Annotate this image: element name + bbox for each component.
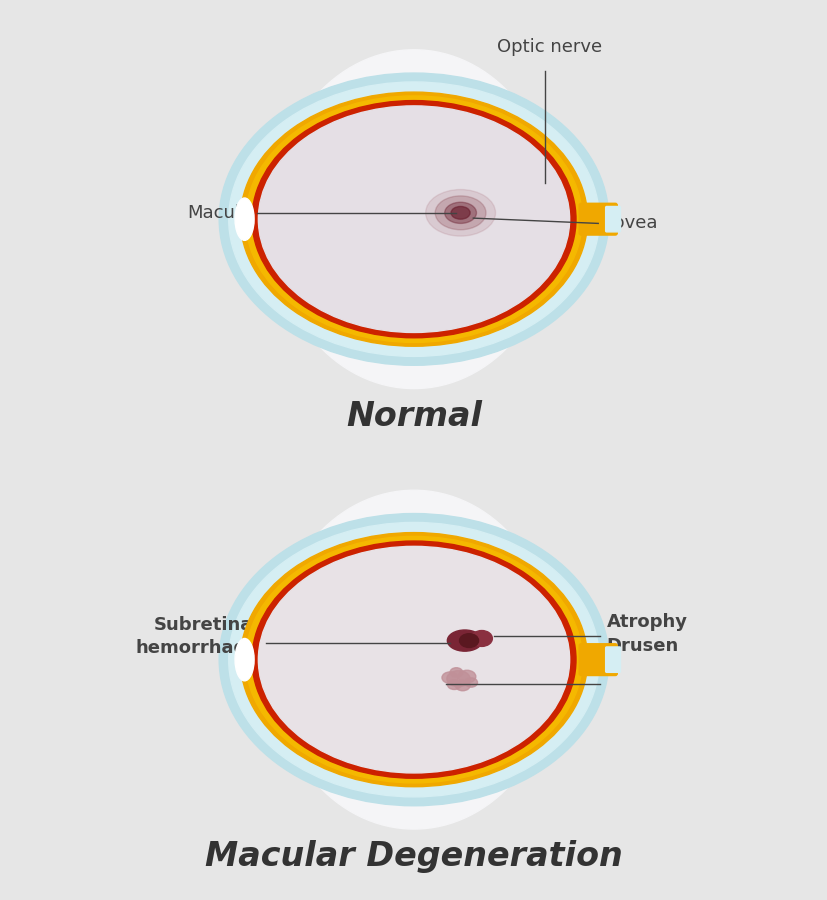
Ellipse shape [442,672,457,683]
Ellipse shape [246,96,581,342]
Ellipse shape [459,634,478,647]
Text: Optic nerve: Optic nerve [496,38,601,56]
Ellipse shape [270,50,557,389]
Ellipse shape [251,541,576,778]
Text: Macula: Macula [187,203,251,221]
Ellipse shape [447,630,481,652]
Ellipse shape [270,491,557,829]
Text: Subretinal
hemorrhage: Subretinal hemorrhage [136,616,259,657]
Ellipse shape [240,92,587,346]
Ellipse shape [435,196,485,230]
Ellipse shape [228,522,599,796]
Ellipse shape [235,198,254,240]
Ellipse shape [447,680,461,689]
Ellipse shape [449,668,462,677]
Ellipse shape [464,678,477,688]
Ellipse shape [258,546,569,773]
FancyBboxPatch shape [605,206,619,232]
Ellipse shape [219,514,608,806]
Text: Macular Degeneration: Macular Degeneration [205,840,622,873]
Text: Normal: Normal [346,400,481,433]
Ellipse shape [246,536,581,783]
Ellipse shape [251,101,576,338]
Ellipse shape [228,82,599,356]
Ellipse shape [457,670,476,683]
Text: Atrophy
Drusen: Atrophy Drusen [606,614,687,655]
Ellipse shape [258,106,569,332]
FancyBboxPatch shape [605,647,619,672]
Ellipse shape [425,190,495,236]
FancyBboxPatch shape [578,203,617,235]
Ellipse shape [444,202,476,223]
Ellipse shape [451,206,470,220]
FancyBboxPatch shape [578,644,617,676]
Ellipse shape [471,631,492,646]
Ellipse shape [240,533,587,787]
Ellipse shape [447,670,470,687]
Text: Fovea: Fovea [604,214,657,232]
Ellipse shape [455,680,470,691]
Ellipse shape [235,638,254,680]
Ellipse shape [219,73,608,365]
